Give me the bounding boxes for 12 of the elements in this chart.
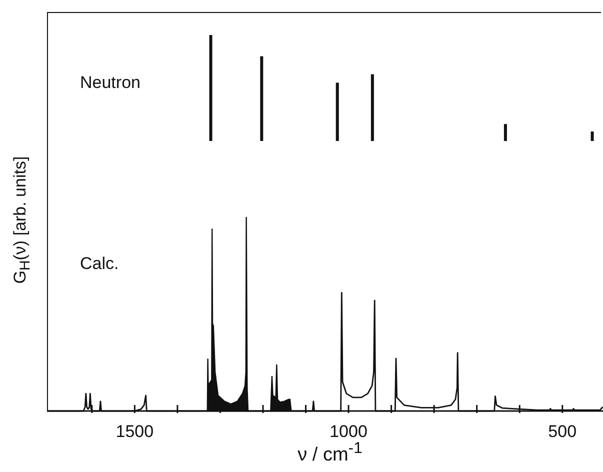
x-tick-label: 500 — [548, 422, 577, 441]
bar — [504, 124, 507, 141]
text: Calc. — [80, 254, 119, 274]
bar — [260, 56, 264, 141]
bar — [336, 82, 339, 141]
x-tick-label: 1000 — [330, 422, 368, 441]
bar — [370, 74, 374, 141]
text: Neutron — [80, 73, 140, 93]
bar — [209, 35, 212, 141]
x-axis-title: ν / cm$^{-1}$ — [296, 440, 364, 466]
x-tick-label: 1500 — [116, 422, 154, 441]
bar — [590, 131, 594, 141]
